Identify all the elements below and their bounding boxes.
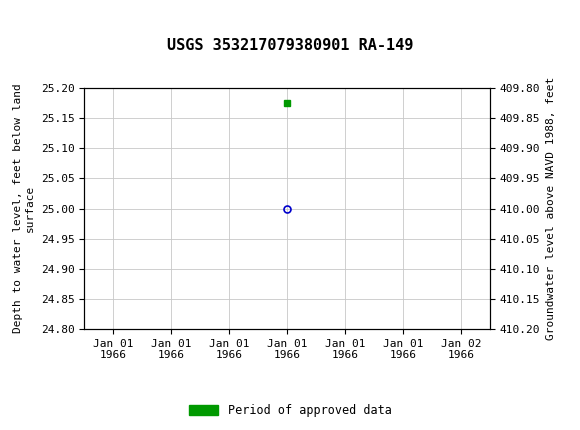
Legend: Period of approved data: Period of approved data bbox=[184, 399, 396, 422]
Y-axis label: Groundwater level above NAVD 1988, feet: Groundwater level above NAVD 1988, feet bbox=[546, 77, 556, 340]
Text: USGS: USGS bbox=[30, 7, 74, 25]
Text: USGS 353217079380901 RA-149: USGS 353217079380901 RA-149 bbox=[167, 38, 413, 52]
Y-axis label: Depth to water level, feet below land
surface: Depth to water level, feet below land su… bbox=[13, 84, 35, 333]
